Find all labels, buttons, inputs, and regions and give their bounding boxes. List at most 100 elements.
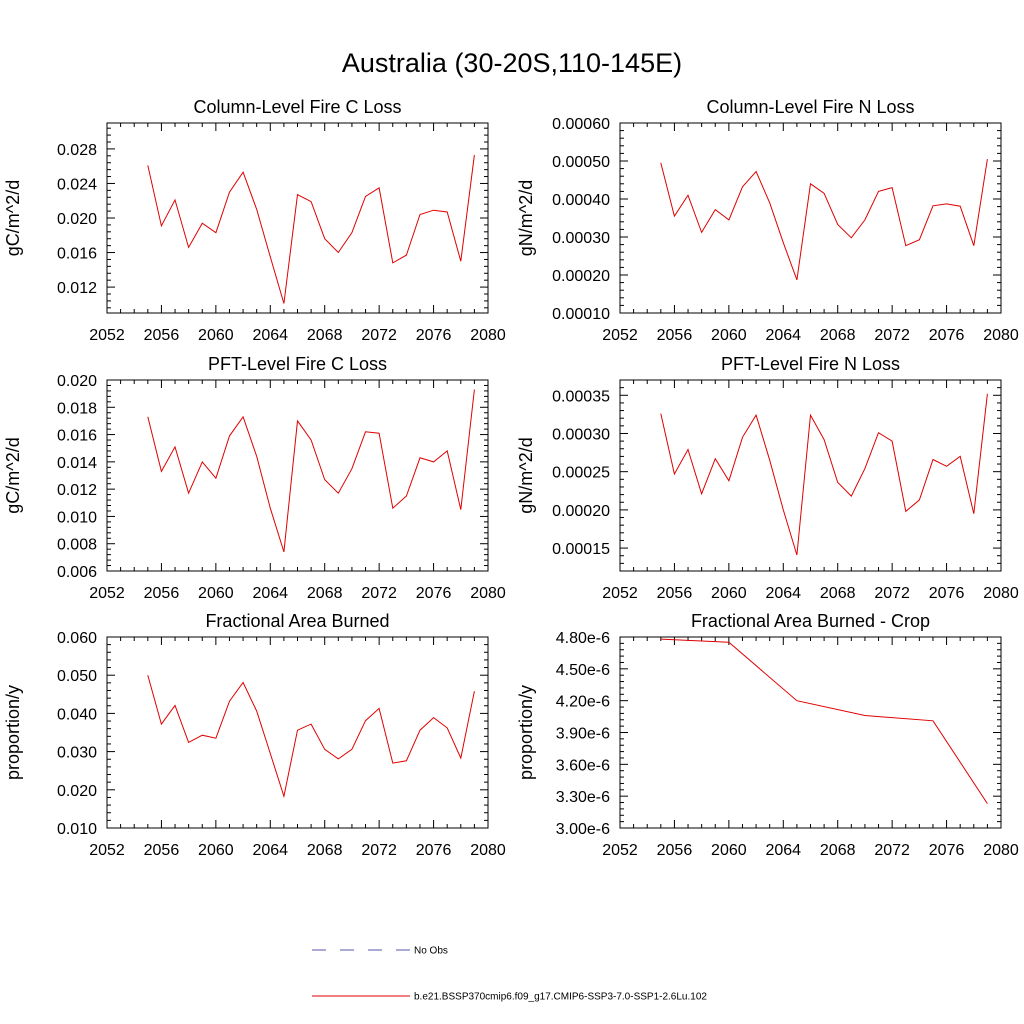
y-tick-label: 0.00035 bbox=[552, 388, 610, 405]
x-tick-label: 2052 bbox=[89, 585, 125, 602]
plot-frame bbox=[106, 379, 489, 572]
x-tick-label: 2064 bbox=[765, 327, 801, 344]
series-line bbox=[147, 154, 475, 304]
y-tick-label: 0.00060 bbox=[552, 116, 610, 133]
y-axis-label: gN/m^2/d bbox=[516, 437, 536, 513]
panel-title: Fractional Area Burned bbox=[205, 611, 389, 631]
plot-frame bbox=[619, 122, 1002, 314]
x-tick-label: 2072 bbox=[361, 585, 397, 602]
y-tick-label: 0.00030 bbox=[552, 230, 610, 247]
series-line bbox=[660, 159, 988, 281]
x-tick-label: 2064 bbox=[252, 327, 288, 344]
panel-title: Column-Level Fire C Loss bbox=[193, 97, 401, 117]
x-tick-label: 2076 bbox=[929, 585, 965, 602]
y-axis-label: proportion/y bbox=[516, 685, 536, 780]
y-tick-label: 0.010 bbox=[57, 821, 97, 838]
x-tick-label: 2068 bbox=[820, 842, 856, 859]
x-tick-label: 2072 bbox=[874, 585, 910, 602]
x-tick-label: 2056 bbox=[657, 842, 693, 859]
x-tick-label: 2052 bbox=[89, 327, 125, 344]
panel-6: 2052 2056 2060 2064 2068 2072 2076 2080 3.00e-6 3… bbox=[516, 611, 1019, 859]
x-tick-label: 2064 bbox=[252, 842, 288, 859]
x-tick-label: 2072 bbox=[361, 842, 397, 859]
legend: No Obs b.e21.BSSP370cmip6.f09_g17.CMIP6-… bbox=[312, 946, 707, 1003]
x-tick-label: 2080 bbox=[983, 585, 1019, 602]
y-tick-label: 0.016 bbox=[57, 428, 97, 445]
plot-frame bbox=[619, 379, 1002, 572]
legend-label-no-obs: No Obs bbox=[414, 946, 448, 957]
panels: 2052 2056 2060 2064 2068 2072 2076 2080 0.012 0.0… bbox=[3, 97, 1019, 859]
x-tick-label: 2052 bbox=[602, 585, 638, 602]
x-tick-label: 2056 bbox=[657, 327, 693, 344]
x-tick-label: 2068 bbox=[820, 327, 856, 344]
y-tick-label: 3.90e-6 bbox=[556, 726, 610, 743]
y-axis-label: gN/m^2/d bbox=[516, 180, 536, 256]
x-tick-label: 2060 bbox=[711, 842, 747, 859]
x-tick-label: 2068 bbox=[307, 842, 343, 859]
x-tick-label: 2060 bbox=[198, 585, 234, 602]
x-tick-label: 2064 bbox=[765, 842, 801, 859]
plot-frame bbox=[106, 122, 489, 314]
y-axis-label: proportion/y bbox=[3, 685, 23, 780]
legend-label-model: b.e21.BSSP370cmip6.f09_g17.CMIP6-SSP3-7.… bbox=[414, 992, 707, 1003]
x-tick-label: 2076 bbox=[929, 842, 965, 859]
x-tick-label: 2072 bbox=[361, 327, 397, 344]
y-tick-label: 0.00020 bbox=[552, 268, 610, 285]
x-tick-label: 2068 bbox=[820, 585, 856, 602]
panel-title: PFT-Level Fire C Loss bbox=[208, 354, 387, 374]
x-tick-label: 2052 bbox=[89, 842, 125, 859]
x-tick-label: 2076 bbox=[929, 327, 965, 344]
series-line bbox=[147, 675, 475, 799]
x-tick-label: 2060 bbox=[711, 327, 747, 344]
y-tick-label: 3.30e-6 bbox=[556, 789, 610, 806]
x-tick-label: 2080 bbox=[470, 842, 506, 859]
y-tick-label: 0.020 bbox=[57, 783, 97, 800]
series-line bbox=[147, 389, 475, 553]
panel-5: 2052 2056 2060 2064 2068 2072 2076 2080 0.010 0.0… bbox=[3, 611, 506, 859]
x-tick-label: 2076 bbox=[416, 585, 452, 602]
y-tick-label: 0.020 bbox=[57, 373, 97, 390]
y-tick-label: 0.00050 bbox=[552, 154, 610, 171]
x-tick-label: 2068 bbox=[307, 327, 343, 344]
x-tick-label: 2056 bbox=[144, 327, 180, 344]
y-axis-label: gC/m^2/d bbox=[3, 180, 23, 256]
y-tick-label: 0.00010 bbox=[552, 306, 610, 323]
panel-title: Column-Level Fire N Loss bbox=[706, 97, 914, 117]
panel-title: Fractional Area Burned - Crop bbox=[691, 611, 930, 631]
y-tick-label: 0.012 bbox=[57, 280, 97, 297]
x-tick-label: 2080 bbox=[470, 327, 506, 344]
y-tick-label: 0.016 bbox=[57, 246, 97, 263]
x-tick-label: 2056 bbox=[657, 585, 693, 602]
y-tick-label: 4.80e-6 bbox=[556, 630, 610, 647]
y-tick-label: 3.60e-6 bbox=[556, 757, 610, 774]
y-tick-label: 0.040 bbox=[57, 706, 97, 723]
series-line bbox=[660, 393, 988, 556]
y-tick-label: 0.00025 bbox=[552, 465, 610, 482]
x-tick-label: 2076 bbox=[416, 842, 452, 859]
x-tick-label: 2064 bbox=[765, 585, 801, 602]
x-tick-label: 2080 bbox=[983, 842, 1019, 859]
y-tick-label: 0.010 bbox=[57, 509, 97, 526]
x-tick-label: 2060 bbox=[198, 842, 234, 859]
y-tick-label: 0.00030 bbox=[552, 426, 610, 443]
figure-title: Australia (30-20S,110-145E) bbox=[341, 48, 683, 78]
y-tick-label: 0.012 bbox=[57, 482, 97, 499]
series-line bbox=[660, 638, 988, 804]
x-tick-label: 2072 bbox=[874, 327, 910, 344]
y-tick-label: 0.030 bbox=[57, 745, 97, 762]
x-tick-label: 2064 bbox=[252, 585, 288, 602]
y-tick-label: 0.00040 bbox=[552, 192, 610, 209]
x-tick-label: 2052 bbox=[602, 327, 638, 344]
x-tick-label: 2056 bbox=[144, 842, 180, 859]
y-tick-label: 0.028 bbox=[57, 142, 97, 159]
y-tick-label: 0.020 bbox=[57, 211, 97, 228]
plot-frame bbox=[619, 636, 1002, 829]
x-tick-label: 2072 bbox=[874, 842, 910, 859]
x-tick-label: 2080 bbox=[470, 585, 506, 602]
panel-1: 2052 2056 2060 2064 2068 2072 2076 2080 0.012 0.0… bbox=[3, 97, 506, 344]
y-tick-label: 0.050 bbox=[57, 668, 97, 685]
x-tick-label: 2076 bbox=[416, 327, 452, 344]
x-tick-label: 2060 bbox=[198, 327, 234, 344]
panel-3: 2052 2056 2060 2064 2068 2072 2076 2080 0.006 0.0… bbox=[3, 354, 506, 602]
